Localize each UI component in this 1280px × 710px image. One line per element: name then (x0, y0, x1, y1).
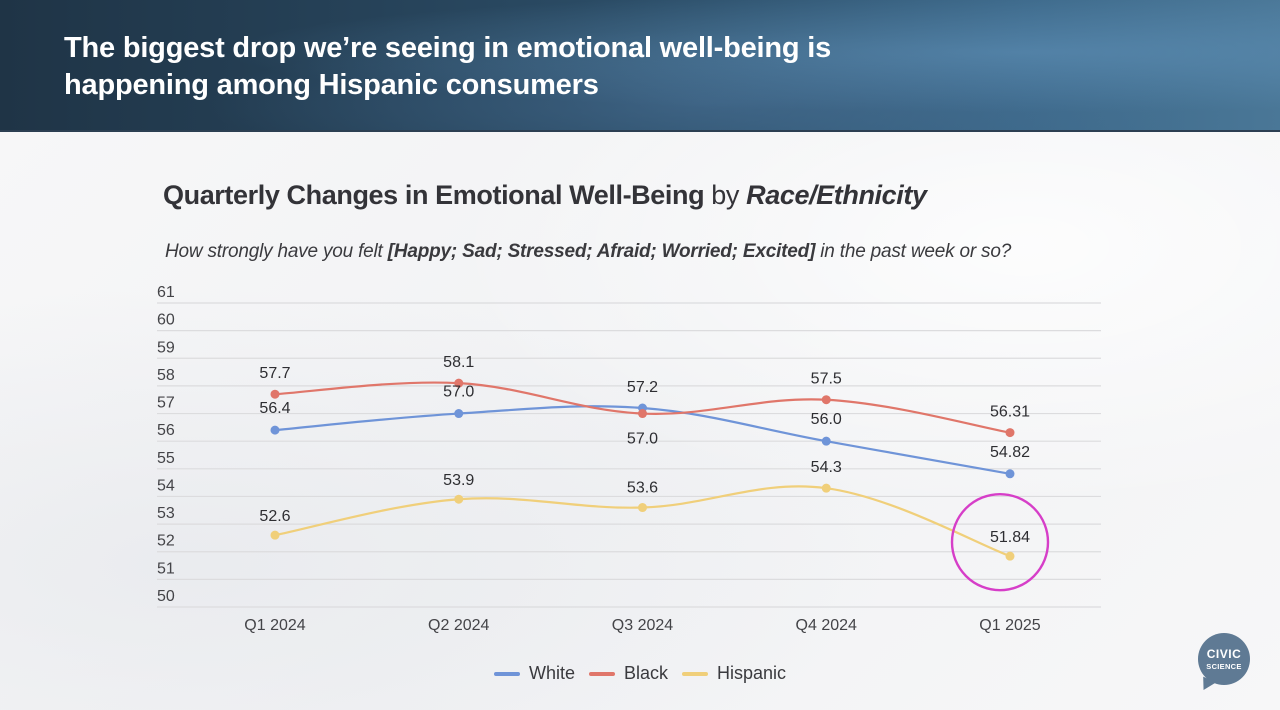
data-label-black: 57.5 (811, 371, 842, 388)
y-tick-label: 52 (157, 533, 175, 550)
subtitle-suffix: in the past week or so? (815, 241, 1012, 262)
data-point-hispanic (1005, 551, 1015, 561)
data-label-hispanic: 54.3 (811, 459, 842, 476)
data-label-black: 58.1 (443, 354, 474, 371)
x-tick-label: Q1 2024 (244, 617, 305, 634)
y-tick-label: 51 (157, 560, 175, 577)
subtitle-emotions: [Happy; Sad; Stressed; Afraid; Worried; … (387, 241, 816, 262)
data-label-white: 56.0 (811, 411, 842, 428)
chart-title-emphasis: Race/Ethnicity (746, 180, 927, 210)
data-point-hispanic (454, 494, 464, 504)
legend-item-white: White (493, 663, 575, 684)
y-tick-label: 56 (157, 422, 175, 439)
slide-background (0, 130, 1280, 710)
data-point-white (454, 409, 464, 419)
y-tick-label: 57 (157, 395, 175, 412)
y-tick-label: 60 (157, 312, 175, 329)
civic-science-logo: CIVIC SCIENCE (1198, 633, 1250, 685)
data-label-hispanic: 52.6 (259, 508, 290, 525)
logo-line-1: CIVIC (1206, 647, 1242, 661)
x-tick-label: Q3 2024 (612, 617, 673, 634)
data-point-hispanic (821, 483, 831, 493)
legend-item-hispanic: Hispanic (682, 663, 786, 684)
legend-swatch-white (493, 671, 520, 676)
data-label-white: 56.4 (259, 400, 290, 417)
gridlines (157, 302, 1101, 608)
legend-label-hispanic: Hispanic (717, 663, 787, 683)
chart-title-connector: by (711, 180, 740, 210)
data-labels: 56.4 57.0 57.2 56.0 54.82 57.7 58.1 57.0 57.5 56.… (259, 354, 1030, 546)
data-point-black (821, 395, 831, 405)
data-point-black (454, 378, 464, 388)
logo-line-2: SCIENCE (1206, 662, 1242, 671)
y-tick-label: 55 (157, 450, 175, 467)
data-label-white: 54.82 (990, 444, 1030, 461)
x-tick-label: Q2 2024 (428, 617, 489, 634)
legend-swatch-black (588, 671, 615, 676)
data-point-white (270, 425, 280, 435)
slide-header: The biggest drop we’re seeing in emotion… (0, 0, 1280, 132)
highlight-annotation (950, 492, 1050, 592)
data-label-hispanic: 51.84 (990, 529, 1030, 546)
legend-item-black: Black (588, 663, 668, 684)
y-tick-label: 53 (157, 505, 175, 522)
x-axis-ticks: Q1 2024 Q2 2024 Q3 2024 Q4 2024 Q1 2025 (244, 617, 1040, 634)
y-tick-label: 54 (157, 477, 175, 494)
slide-headline: The biggest drop we’re seeing in emotion… (64, 32, 832, 101)
y-tick-label: 59 (157, 339, 175, 356)
y-tick-label: 61 (157, 284, 175, 301)
data-label-hispanic: 53.9 (443, 472, 474, 489)
data-label-white: 57.2 (627, 379, 658, 396)
data-label-black: 56.31 (990, 404, 1030, 421)
series-points (270, 378, 1015, 561)
data-point-hispanic (270, 530, 280, 540)
legend-label-black: Black (623, 663, 668, 683)
y-axis-ticks: 61 60 59 58 57 56 55 54 53 52 51 50 (157, 284, 175, 605)
data-label-black: 57.7 (259, 365, 290, 382)
x-tick-label: Q4 2024 (796, 617, 857, 634)
chart-title-main: Quarterly Changes in Emotional Well-Bein… (163, 180, 705, 210)
data-point-black (1005, 428, 1015, 438)
data-point-white (1005, 469, 1015, 479)
y-tick-label: 58 (157, 367, 175, 384)
chart-legend: White Black Hispanic (0, 663, 1280, 684)
data-point-white (821, 436, 831, 446)
data-label-white: 57.0 (443, 384, 474, 401)
legend-label-white: White (528, 663, 575, 683)
chart-subtitle: How strongly have you felt [Happy; Sad; … (165, 241, 1011, 263)
x-tick-label: Q1 2025 (979, 617, 1040, 634)
data-label-hispanic: 53.6 (627, 480, 658, 497)
y-tick-label: 50 (157, 588, 175, 605)
subtitle-prefix: How strongly have you felt (165, 241, 388, 262)
data-point-black (270, 389, 280, 399)
data-label-black: 57.0 (627, 431, 658, 448)
highlight-circle (950, 492, 1050, 592)
legend-swatch-hispanic (682, 671, 708, 676)
data-point-black (638, 409, 647, 419)
chart-title: Quarterly Changes in Emotional Well-Bein… (163, 180, 927, 211)
data-point-hispanic (638, 503, 647, 513)
